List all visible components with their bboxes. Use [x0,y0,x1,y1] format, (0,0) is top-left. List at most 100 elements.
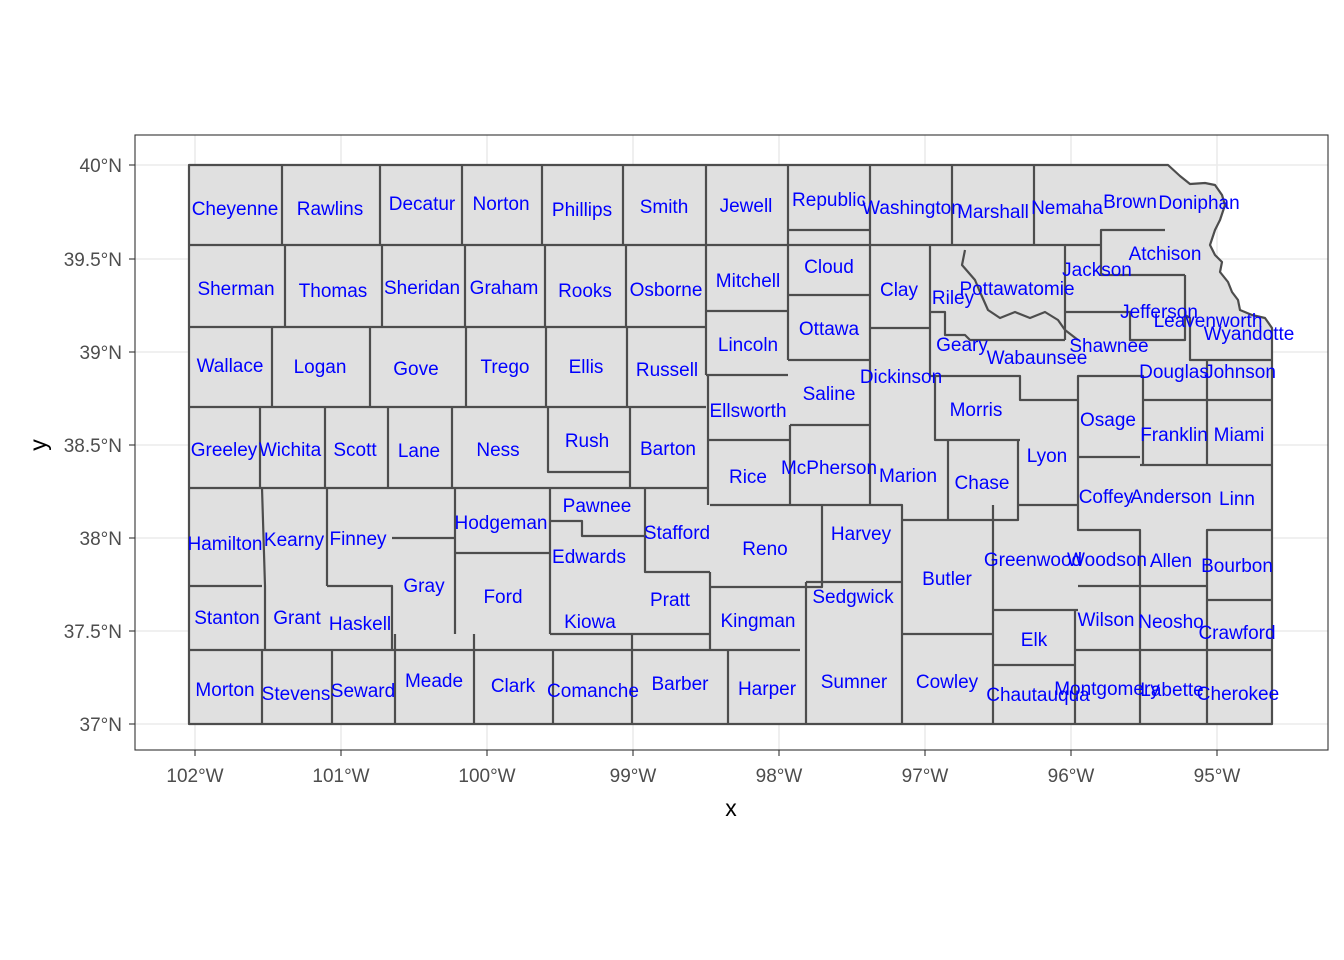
county-label: Miami [1214,425,1265,446]
county-label: Seward [331,681,395,702]
county-label: Norton [472,194,529,215]
county-label: Allen [1150,551,1192,572]
county-label: Woodson [1067,550,1147,571]
county-label: Wichita [259,440,322,461]
county-label: Greenwood [984,550,1082,571]
county-label: Marshall [957,202,1029,223]
county-label: Bourbon [1201,556,1273,577]
county-labels: Cheyenne Rawlins Decatur Norton Phillips… [188,190,1295,706]
county-boundaries [189,165,1272,724]
county-label: Elk [1021,630,1048,651]
county-label: Ford [483,587,522,608]
county-label: Crawford [1198,623,1275,644]
county-label: Russell [636,360,698,381]
county-label: Clay [880,280,919,301]
county-label: Lincoln [718,335,778,356]
county-label: Neosho [1138,612,1204,633]
county-label: Logan [294,357,347,378]
county-label: Sedgwick [812,587,894,608]
x-tick-label: 95°W [1194,766,1241,787]
county-label: Geary [936,335,988,356]
county-label: Rush [565,431,609,452]
county-label: Thomas [299,281,368,302]
county-label: Marion [879,466,937,487]
county-label: Chase [955,473,1010,494]
y-tick-label: 37.5°N [64,622,122,643]
county-label: Sheridan [384,278,460,299]
county-label: Wallace [197,356,264,377]
county-label: Saline [803,384,856,405]
county-label: Lane [398,441,440,462]
county-label: Kearny [264,530,325,551]
county-label: Chautauqua [986,685,1090,706]
county-label: Butler [922,569,972,590]
county-label: Dickinson [860,367,942,388]
county-label: Republic [792,190,866,211]
x-tick-label: 101°W [312,766,369,787]
county-label: Linn [1219,489,1255,510]
county-label: Rawlins [297,199,364,220]
county-label: Osage [1080,410,1136,431]
y-tick-label: 37°N [80,715,122,736]
county-label: Anderson [1130,487,1211,508]
county-label: Meade [405,671,463,692]
county-label: Wilson [1077,610,1134,631]
y-tick-label: 40°N [80,156,122,177]
county-label: Barber [651,674,709,695]
county-label: Trego [481,357,530,378]
x-tick-label: 100°W [458,766,515,787]
county-label: Douglas [1139,362,1209,383]
county-label: Harper [738,679,797,700]
y-axis: 40°N 39.5°N 39°N 38.5°N 38°N 37.5°N 37°N… [25,156,135,736]
county-shapes [187,163,1274,726]
county-label: Morris [950,400,1003,421]
county-label: Montgomery [1054,679,1160,700]
county-label: Edwards [552,547,626,568]
county-label: Smith [640,197,689,218]
county-label: Ness [476,440,519,461]
county-label: Cloud [804,257,854,278]
panel-border [134,134,1329,751]
county-label: Barton [640,439,696,460]
county-label: Johnson [1204,362,1276,383]
x-tick-label: 102°W [166,766,223,787]
kansas-river-boundary [960,249,1079,341]
y-tick-label: 38.5°N [64,436,122,457]
county-label: Jewell [720,196,773,217]
county-label: Finney [329,529,387,550]
county-label: Kiowa [564,612,616,633]
x-tick-label: 96°W [1048,766,1095,787]
county-label: Pawnee [563,496,632,517]
county-label: Lyon [1027,446,1068,467]
county-label: McPherson [781,458,877,479]
county-label: Sumner [821,672,888,693]
county-label: Rooks [558,281,612,302]
x-axis-title: x [725,795,737,821]
county-shape-state [187,163,1274,726]
county-label: Cheyenne [192,199,279,220]
x-tick-label: 99°W [610,766,657,787]
y-tick-label: 39.5°N [64,250,122,271]
county-label: Franklin [1140,425,1208,446]
county-label: Ellsworth [709,401,786,422]
county-label: Cowley [916,672,979,693]
county-label: Pratt [650,590,691,611]
county-label: Clark [491,676,536,697]
county-label: Cherokee [1197,684,1279,705]
y-axis-title: y [25,439,51,451]
county-label: Greeley [191,440,258,461]
county-label: Coffey [1079,487,1134,508]
county-label: Reno [742,539,787,560]
county-label: Ottawa [799,319,860,340]
county-label: Mitchell [716,271,780,292]
county-label: Rice [729,467,767,488]
county-label: Grant [273,608,321,629]
county-label: Gray [403,576,445,597]
county-label: Graham [470,278,539,299]
county-label: Sherman [197,279,274,300]
county-label: Scott [333,440,377,461]
county-label: Stevens [262,684,331,705]
x-tick-label: 98°W [756,766,803,787]
y-tick-label: 38°N [80,529,122,550]
